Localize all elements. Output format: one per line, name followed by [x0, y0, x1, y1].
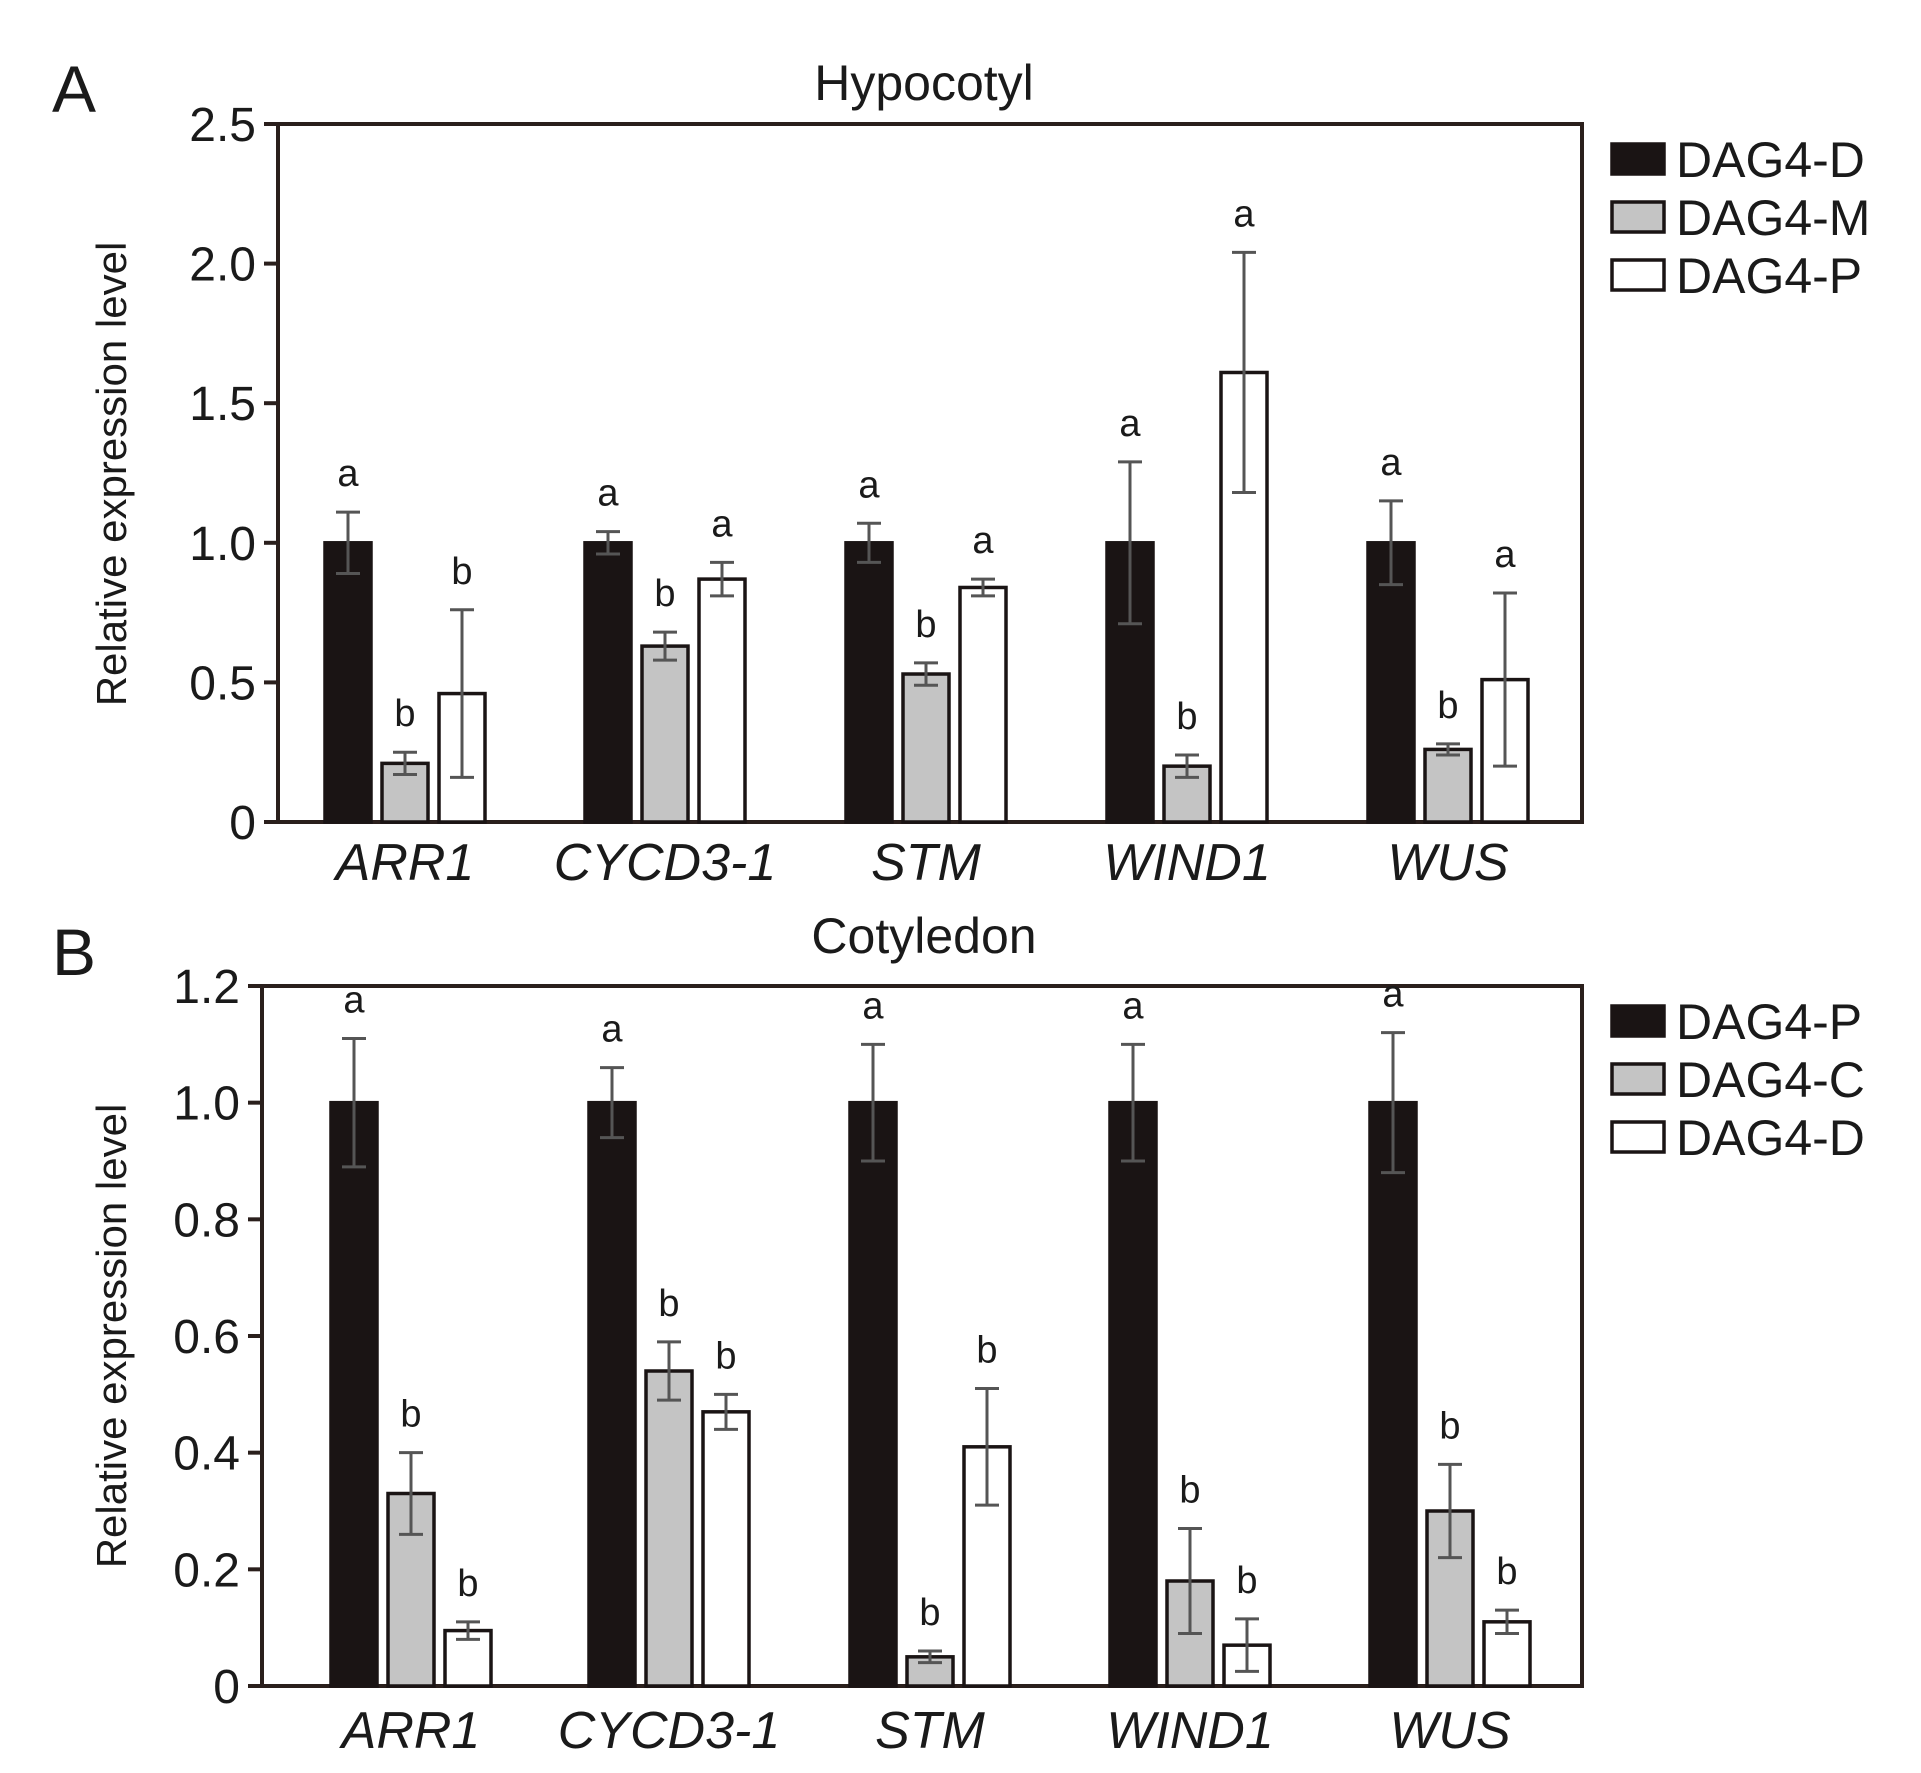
- panel-a-significance-label: b: [394, 693, 415, 735]
- panel-b-legend-swatch-dag4-c: [1610, 1062, 1666, 1096]
- panel-a-legend-label: DAG4-M: [1676, 190, 1870, 246]
- panel-a-y-axis-label: Relative expression level: [88, 242, 135, 707]
- panel-b-significance-label: b: [658, 1283, 679, 1325]
- panel-a-letter: A: [52, 52, 96, 126]
- panel-a-significance-label: b: [915, 604, 936, 646]
- panel-b-significance-label: a: [1382, 974, 1404, 1016]
- panel-a-significance-label: a: [1233, 193, 1255, 235]
- panel-a-significance-label: a: [1494, 534, 1516, 576]
- panel-a-y-tick-label: 1.5: [189, 378, 256, 431]
- panel-a-bar-dag4-m-wus: [1423, 747, 1473, 824]
- panel-b-x-category-label: CYCD3-1: [558, 1702, 781, 1760]
- panel-b-significance-label: b: [457, 1563, 478, 1605]
- panel-a-y-tick-label: 1.0: [189, 518, 256, 571]
- panel-b-significance-label: b: [919, 1592, 940, 1634]
- panel-b-legend-label: DAG4-D: [1676, 1110, 1865, 1166]
- panel-b-title: Cotyledon: [811, 908, 1036, 964]
- panel-a-bar-dag4-p-cycd3-1: [697, 577, 747, 824]
- panel-b-significance-label: a: [343, 980, 365, 1022]
- panel-a-significance-label: b: [1437, 685, 1458, 727]
- panel-a-x-category-label: CYCD3-1: [554, 834, 777, 892]
- panel-b-y-tick-label: 0.6: [173, 1311, 240, 1364]
- panel-b-x-category-label: WIND1: [1106, 1702, 1274, 1760]
- panel-a-bar-dag4-d-cycd3-1: [583, 541, 633, 824]
- panel-b-significance-label: b: [1236, 1560, 1257, 1602]
- panel-b-legend-swatch-dag4-d: [1610, 1120, 1666, 1154]
- panel-a-significance-label: b: [451, 551, 472, 593]
- panel-a-title: Hypocotyl: [814, 55, 1034, 111]
- panel-b-y-tick-label: 1.2: [173, 961, 240, 1014]
- panel-a-plot-area: 00.51.01.52.02.5abbARR1abaCYCD3-1abaSTMa…: [189, 99, 1584, 892]
- panel-b-y-tick-label: 1.0: [173, 1078, 240, 1131]
- panel-a-significance-label: a: [858, 464, 880, 506]
- panel-b-legend-label: DAG4-P: [1676, 994, 1862, 1050]
- panel-b-significance-label: b: [1179, 1470, 1200, 1512]
- panel-a-significance-label: a: [597, 473, 619, 515]
- panel-a-significance-label: b: [1176, 696, 1197, 738]
- panel-b-significance-label: b: [1439, 1405, 1460, 1447]
- panel-b-bar-dag4-p-arr1: [329, 1100, 379, 1688]
- panel-a-legend-label: DAG4-P: [1676, 248, 1862, 304]
- panel-b-legend-label: DAG4-C: [1676, 1052, 1865, 1108]
- panel-a-bar-dag4-m-stm: [901, 672, 951, 824]
- panel-b-significance-label: b: [1496, 1551, 1517, 1593]
- panel-a-legend-swatch-dag4-d: [1610, 142, 1666, 176]
- panel-b-plot-area: 00.20.40.60.81.01.2 abbARR1abbCYCD3-1abbS…: [173, 961, 1584, 1760]
- panel-b-significance-label: b: [400, 1394, 421, 1436]
- panel-a-y-tick-label: 0.5: [189, 657, 256, 710]
- panel-a-significance-label: a: [1380, 442, 1402, 484]
- panel-b-y-tick-label: 0: [213, 1661, 240, 1714]
- panel-b-cotyledon: B Cotyledon Relative expression level 0 0…: [52, 908, 1865, 1760]
- panel-a-significance-label: a: [711, 503, 733, 545]
- panel-a-legend-swatch-dag4-m: [1610, 200, 1666, 234]
- panel-a-significance-label: a: [1119, 403, 1141, 445]
- panel-b-bar-dag4-d-cycd3-1: [701, 1410, 751, 1688]
- panel-b-significance-label: a: [862, 985, 884, 1027]
- panel-a-x-category-label: WIND1: [1103, 834, 1271, 892]
- panel-b-letter: B: [52, 915, 96, 989]
- panel-b-significance-label: a: [601, 1009, 623, 1051]
- panel-b-y-axis-label: Relative expression level: [88, 1104, 135, 1569]
- panel-a-y-tick-label: 0: [229, 797, 256, 850]
- panel-b-x-category-label: WUS: [1389, 1702, 1511, 1760]
- panel-a-x-category-label: ARR1: [333, 834, 475, 892]
- panel-a-x-category-label: WUS: [1387, 834, 1509, 892]
- panel-b-y-tick-label: 0.4: [173, 1428, 240, 1481]
- panel-b-significance-label: b: [715, 1335, 736, 1377]
- panel-a-bar-dag4-d-arr1: [323, 541, 373, 824]
- panel-a-bar-dag4-m-cycd3-1: [640, 644, 690, 824]
- panel-a-hypocotyl: A Hypocotyl Relative expression level 0 0…: [52, 52, 1870, 892]
- panel-b-bar-dag4-c-cycd3-1: [644, 1369, 694, 1688]
- panel-b-legend-swatch-dag4-p: [1610, 1004, 1666, 1038]
- panel-b-x-category-label: ARR1: [339, 1702, 481, 1760]
- panel-a-significance-label: a: [972, 520, 994, 562]
- panel-b-significance-label: b: [976, 1330, 997, 1372]
- panel-a-legend-swatch-dag4-p: [1610, 258, 1666, 292]
- panel-b-y-tick-label: 0.8: [173, 1194, 240, 1247]
- panel-a-significance-label: b: [654, 573, 675, 615]
- panel-b-bar-dag4-p-wind1: [1108, 1100, 1158, 1688]
- panel-a-bar-dag4-d-stm: [844, 541, 894, 824]
- panel-a-bar-dag4-p-stm: [958, 585, 1008, 824]
- panel-b-bar-dag4-p-stm: [848, 1100, 898, 1688]
- panel-a-y-tick-label: 2.5: [189, 99, 256, 152]
- panel-b-y-tick-label: 0.2: [173, 1544, 240, 1597]
- panel-b-bar-dag4-p-wus: [1368, 1100, 1418, 1688]
- panel-b-x-category-label: STM: [875, 1702, 985, 1760]
- panel-a-legend-label: DAG4-D: [1676, 132, 1865, 188]
- panel-b-significance-label: a: [1122, 985, 1144, 1027]
- panel-b-bar-dag4-p-cycd3-1: [587, 1100, 637, 1688]
- panel-a-significance-label: a: [337, 453, 359, 495]
- panel-a-y-tick-label: 2.0: [189, 239, 256, 292]
- panel-a-x-category-label: STM: [871, 834, 981, 892]
